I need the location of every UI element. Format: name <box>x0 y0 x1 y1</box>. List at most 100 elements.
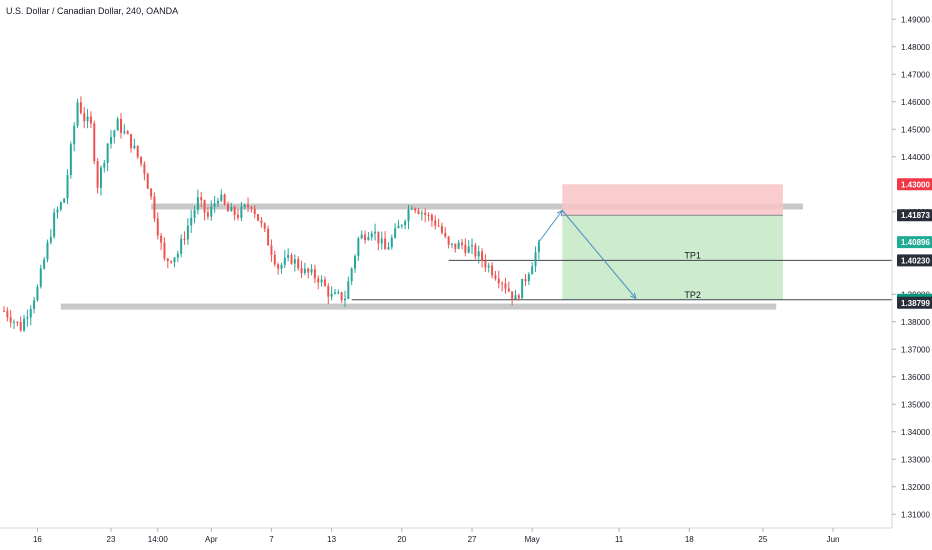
time-tick-label: 7 <box>269 535 274 544</box>
candle-body <box>69 144 72 176</box>
candle-body <box>263 223 266 229</box>
time-tick-label: 11 <box>615 535 624 544</box>
candle-body <box>424 212 427 215</box>
price-tick-label: 1.44000 <box>901 153 930 162</box>
candle-body <box>143 163 146 174</box>
candle-body <box>156 218 159 236</box>
candle-body <box>437 225 440 227</box>
candle-body <box>323 279 326 287</box>
chart-title: U.S. Dollar / Canadian Dollar, 240, OAND… <box>6 6 179 16</box>
candle-body <box>36 286 39 301</box>
price-tick-label: 1.45000 <box>901 125 930 134</box>
candle-body <box>250 207 253 209</box>
candle-body <box>33 300 36 309</box>
candle-body <box>96 161 99 188</box>
candle-body <box>374 231 377 234</box>
candle-body <box>400 225 403 227</box>
candle-body <box>123 131 126 133</box>
price-tag <box>897 236 932 249</box>
candle-body <box>109 137 112 144</box>
candle-body <box>310 269 313 273</box>
candle-body <box>293 259 296 264</box>
candle-body <box>76 102 79 126</box>
candle-body <box>450 243 453 245</box>
price-tag-label: 1.43000 <box>901 180 930 189</box>
candle-body <box>39 268 42 287</box>
candle-body <box>163 242 166 259</box>
candle-body <box>43 259 46 269</box>
price-tick-label: 1.31000 <box>901 510 930 519</box>
candle-body <box>390 237 393 248</box>
candle-body <box>434 220 437 226</box>
projection-arrow <box>538 210 563 243</box>
tp2-label: TP2 <box>684 290 701 300</box>
price-tick-label: 1.49000 <box>901 15 930 24</box>
candle-body <box>360 234 363 239</box>
candle-body <box>501 283 504 285</box>
candle-body <box>521 278 524 299</box>
candle-body <box>86 116 89 122</box>
price-tick-label: 1.46000 <box>901 98 930 107</box>
candle-body <box>29 308 32 318</box>
candle-body <box>420 212 423 214</box>
candle-body <box>89 116 92 124</box>
candle-body <box>226 204 229 212</box>
candle-body <box>387 247 390 250</box>
candle-body <box>484 260 487 268</box>
candle-body <box>173 257 176 263</box>
candle-body <box>487 265 490 268</box>
candle-body <box>79 102 82 114</box>
candle-body <box>404 221 407 226</box>
candle-body <box>481 251 484 261</box>
price-tick-label: 1.33000 <box>901 455 930 464</box>
time-tick-label: Apr <box>205 535 218 544</box>
candle-body <box>414 208 417 211</box>
candle-body <box>26 317 29 319</box>
candle-body <box>166 258 169 261</box>
candle-body <box>140 156 143 164</box>
price-tags: 1.430001.418731.408961.402301.387991.387… <box>897 178 932 309</box>
candle-body <box>340 292 343 301</box>
candle-body <box>257 214 260 221</box>
candle-body <box>153 196 156 219</box>
candle-body <box>447 236 450 245</box>
candle-body <box>193 210 196 218</box>
candle-body <box>497 278 500 284</box>
candle-body <box>200 197 203 201</box>
candle-body <box>103 162 106 168</box>
candle-body <box>474 245 477 257</box>
projection-arrow <box>561 210 637 299</box>
time-tick-label: 25 <box>758 535 767 544</box>
time-tick-label: 16 <box>33 535 42 544</box>
stop-loss-zone <box>562 184 783 216</box>
time-tick-label: 27 <box>468 535 477 544</box>
time-tick-label: 13 <box>327 535 336 544</box>
candle-body <box>410 208 413 210</box>
zones-layer <box>60 203 803 310</box>
candle-body <box>196 197 199 211</box>
candle-body <box>220 194 223 201</box>
candle-body <box>53 212 56 237</box>
candle-body <box>146 173 149 189</box>
candle-body <box>307 268 310 273</box>
time-axis[interactable]: 16 23 14:00 Apr 7 13 20 27 May 11 18 25 Jun <box>0 527 892 544</box>
candle-body <box>116 118 119 131</box>
time-tick-label: May <box>525 535 540 544</box>
price-tag-label: 1.38799 <box>901 299 930 308</box>
price-tag <box>897 178 932 191</box>
candle-body <box>333 292 336 294</box>
price-tag <box>897 254 932 267</box>
candle-body <box>9 317 12 323</box>
position-tool[interactable] <box>562 184 783 300</box>
tp1-label: TP1 <box>684 250 701 260</box>
candle-body <box>73 125 76 145</box>
price-tick-label: 1.37000 <box>901 345 930 354</box>
price-tag <box>897 209 932 222</box>
candle-body <box>16 321 19 323</box>
candle-body <box>397 226 400 229</box>
candle-body <box>133 145 136 149</box>
candle-body <box>300 268 303 274</box>
candle-body <box>430 215 433 221</box>
candle-body <box>126 131 129 135</box>
